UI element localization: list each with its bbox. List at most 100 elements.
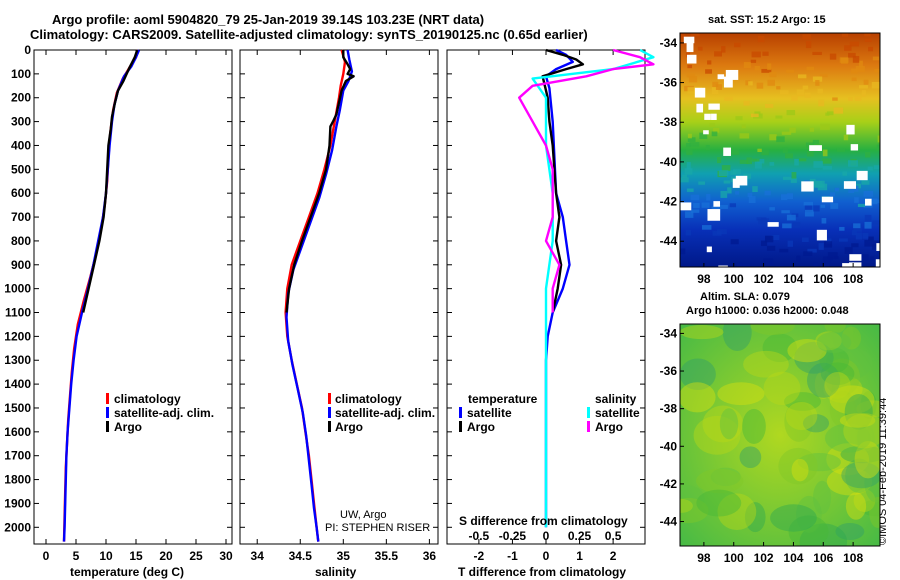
map-y-tick-label: -38 xyxy=(660,402,678,416)
sst-texture xyxy=(864,239,874,247)
sst-texture xyxy=(717,204,728,209)
sst-texture xyxy=(843,134,849,141)
sst-texture xyxy=(682,265,691,267)
sla-axes: 98 100 102 104 106 108 -34 -36 -38 -40 -42 -44 xyxy=(660,326,864,565)
sla-texture xyxy=(824,324,846,334)
sst-texture xyxy=(789,127,796,133)
sst-gap xyxy=(723,147,732,156)
sst-texture xyxy=(754,111,761,116)
sst-texture xyxy=(686,162,691,169)
series-line-temperature-argo xyxy=(541,48,585,313)
sst-texture xyxy=(792,221,801,228)
sst-texture xyxy=(758,219,767,225)
legend-header-salinity: salinity xyxy=(595,392,637,406)
sst-texture xyxy=(809,127,815,132)
sst-texture xyxy=(859,254,869,262)
sst-texture xyxy=(748,196,756,204)
sla-texture xyxy=(840,445,880,464)
sst-texture xyxy=(818,99,825,107)
sst-texture xyxy=(690,194,700,201)
sst-texture xyxy=(853,223,861,229)
sla-texture xyxy=(799,523,848,546)
legend-marker-argo xyxy=(106,421,109,432)
sst-texture xyxy=(686,188,694,192)
sla-texture xyxy=(784,401,814,442)
map-x-tick-label: 108 xyxy=(843,272,863,286)
sst-texture xyxy=(763,258,774,265)
x-tick-label: 34 xyxy=(251,549,265,563)
sst-texture xyxy=(711,131,718,137)
sst-texture xyxy=(851,243,859,248)
sst-texture xyxy=(730,149,740,155)
sst-texture xyxy=(685,142,691,148)
sst-texture xyxy=(787,193,794,200)
x-tick-label: 5 xyxy=(73,549,80,563)
sla-texture xyxy=(819,347,850,373)
sst-texture xyxy=(868,236,874,241)
sst-texture xyxy=(830,203,839,209)
sla-texture xyxy=(829,390,857,428)
sst-texture xyxy=(854,96,862,101)
s-tick-label: 0.5 xyxy=(605,529,622,543)
sst-texture xyxy=(716,229,727,235)
sst-texture xyxy=(815,180,825,188)
sst-texture xyxy=(775,115,783,119)
sst-texture xyxy=(723,180,731,184)
sst-texture xyxy=(855,66,865,72)
y-tick-label: 100 xyxy=(11,67,31,81)
sla-texture xyxy=(702,405,744,443)
sst-texture xyxy=(803,251,813,257)
sst-texture xyxy=(698,181,706,185)
sla-texture xyxy=(859,499,880,517)
y-tick-label: 700 xyxy=(11,210,31,224)
temperature-legend: climatology satellite-adj. clim. Argo xyxy=(106,392,214,434)
series-line-argo xyxy=(82,49,139,313)
y-tick-label: 1900 xyxy=(4,496,31,510)
sst-texture xyxy=(756,217,767,221)
sst-texture xyxy=(748,81,753,86)
legend-label-satellite: satellite-adj. clim. xyxy=(114,406,214,420)
sst-gap xyxy=(707,209,721,221)
map-x-tick-label: 98 xyxy=(697,272,711,286)
sst-texture xyxy=(746,157,752,165)
sla-texture xyxy=(853,489,876,512)
y-tick-label: 1600 xyxy=(4,425,31,439)
sst-texture xyxy=(705,69,712,74)
sst-texture xyxy=(720,190,728,198)
x-tick-label: 36 xyxy=(423,549,437,563)
sst-texture xyxy=(842,171,848,176)
y-tick-label: 1000 xyxy=(4,282,31,296)
map-y-tick-label: -38 xyxy=(660,115,678,129)
sst-texture xyxy=(767,63,772,71)
sst-texture xyxy=(807,150,814,157)
sla-texture xyxy=(722,324,752,352)
sst-texture xyxy=(711,205,719,211)
sst-texture xyxy=(864,38,872,42)
sst-texture xyxy=(840,57,848,64)
sst-gap xyxy=(696,103,704,113)
y-tick-label: 1100 xyxy=(5,306,31,320)
sst-texture xyxy=(750,59,757,63)
sst-texture xyxy=(686,73,696,78)
sst-gap xyxy=(713,201,721,207)
sst-map-frame xyxy=(679,32,881,268)
sst-texture xyxy=(865,152,871,158)
sst-texture xyxy=(873,165,880,170)
sst-texture xyxy=(714,51,722,57)
map-x-tick-label: 98 xyxy=(697,551,711,565)
sst-texture xyxy=(830,192,836,197)
sst-texture xyxy=(812,139,819,145)
sst-texture xyxy=(812,76,823,82)
sst-texture xyxy=(735,116,743,121)
sla-texture xyxy=(829,385,875,415)
sst-texture xyxy=(743,100,750,106)
x-tick-label: 10 xyxy=(99,549,113,563)
sst-gap xyxy=(717,74,725,80)
sla-texture xyxy=(844,394,873,430)
sst-texture xyxy=(732,169,742,175)
sst-texture xyxy=(868,198,878,205)
sst-texture xyxy=(851,230,857,236)
sla-texture xyxy=(710,467,741,487)
sst-gap xyxy=(723,76,733,88)
